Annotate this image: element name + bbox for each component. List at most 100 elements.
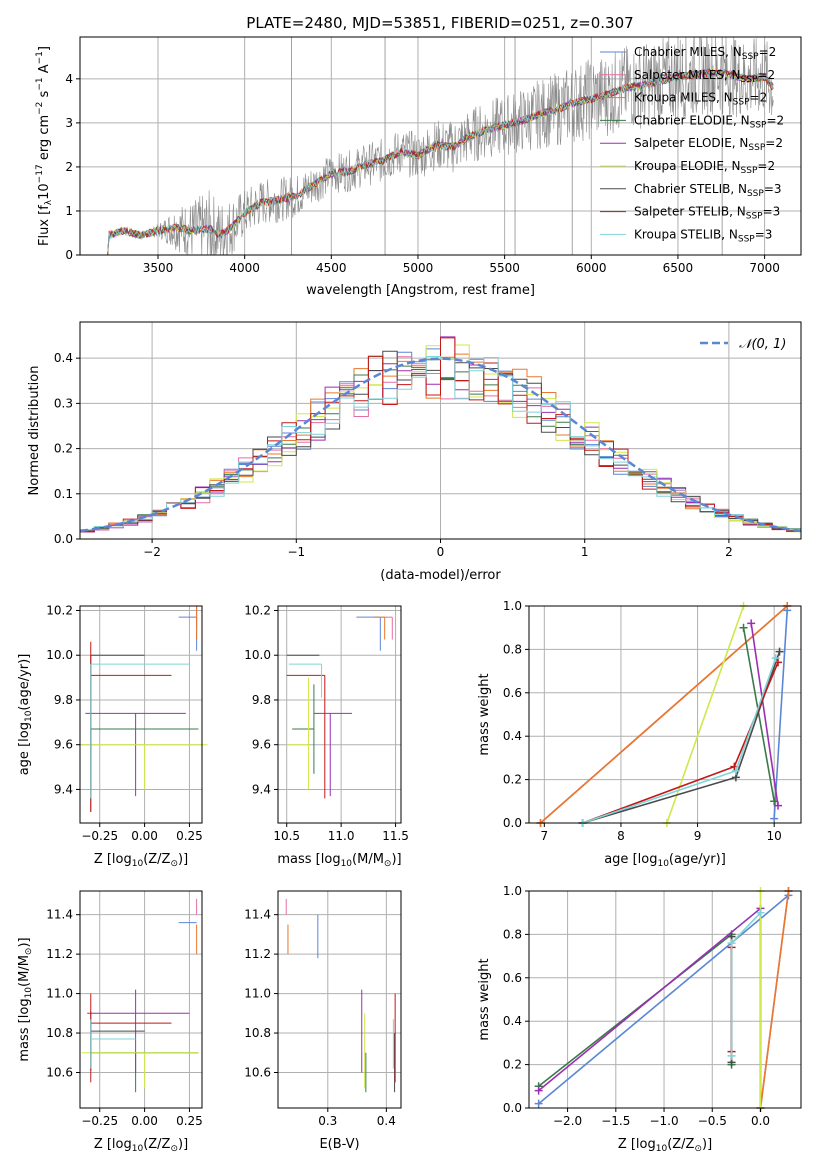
- mass_vs_Z-xtick-label: 0.25: [176, 1114, 203, 1128]
- age_vs_mass-ytick-label: 9.4: [252, 782, 271, 796]
- weight_vs_age-ytick-label: 0.0: [503, 816, 522, 830]
- weight-point-marker: [534, 1086, 543, 1095]
- spectrum-model-line: [107, 69, 774, 253]
- residuals-xtick-label: 1: [581, 545, 589, 559]
- legend-entry: Kroupa STELIB, NSSP=3: [634, 227, 772, 244]
- figure-title: PLATE=2480, MJD=53851, FIBERID=0251, z=0…: [246, 14, 633, 32]
- weight-series-line: [742, 627, 775, 802]
- weight_vs_age-border: [528, 605, 802, 824]
- mass_vs_Z-border: [79, 890, 203, 1109]
- weight_vs_Z-xtick-label: −0.5: [698, 1114, 727, 1128]
- weight_vs_age-ytick-label: 0.8: [503, 642, 522, 656]
- age_vs_Z-ytick-label: 9.8: [54, 693, 73, 707]
- mass_vs_Z-axes: [80, 891, 202, 1108]
- mass_vs_Z-ylabel: mass [log10(M/M⊙)]: [17, 937, 34, 1061]
- weight_vs_Z-ytick-label: 0.4: [503, 1014, 522, 1028]
- legend-entry: Chabrier STELIB, NSSP=3: [634, 182, 782, 199]
- legend-entry: Salpeter STELIB, NSSP=3: [634, 205, 780, 222]
- spectrum-xtick-label: 6000: [576, 261, 607, 275]
- spectrum-border: [79, 36, 802, 256]
- age_vs_mass-xlabel: mass [log10(M/M⊙)]: [277, 852, 401, 869]
- spectrum-ytick-label: 2: [65, 160, 73, 174]
- residuals-xtick-label: −1: [287, 545, 305, 559]
- weight_vs_age-ytick-label: 0.6: [503, 686, 522, 700]
- legend-entry: Chabrier MILES, NSSP=2: [634, 45, 776, 62]
- weight-series-line: [750, 623, 779, 806]
- spectrum-xtick-label: 5000: [403, 261, 434, 275]
- weight_vs_Z-ytick-label: 0.8: [503, 927, 522, 941]
- age_vs_Z-ytick-label: 9.6: [54, 738, 73, 752]
- weight_vs_age-ylabel: mass weight: [477, 673, 492, 755]
- weight-series-line: [539, 605, 788, 824]
- weight-series-line: [759, 890, 790, 1109]
- age_vs_Z-border: [79, 605, 203, 824]
- weight_vs_Z-border: [528, 890, 802, 1109]
- weight-point-marker: [756, 908, 765, 917]
- weight-point-marker: [771, 654, 780, 663]
- legend-entry: Salpeter MILES, NSSP=2: [634, 68, 775, 85]
- age_vs_mass-border: [277, 605, 402, 824]
- weight-point-marker: [775, 647, 784, 656]
- age_vs_Z-ytick-label: 9.4: [54, 782, 73, 796]
- weight-series-line: [582, 657, 777, 824]
- spectrum-xtick-label: 3500: [143, 261, 174, 275]
- weight_vs_Z-ytick-label: 0.6: [503, 971, 522, 985]
- age_vs_mass-ytick-label: 9.8: [252, 693, 271, 707]
- mass_vs_EBV-ytick-label: 10.6: [244, 1065, 271, 1079]
- mass_vs_Z-ytick-label: 11.2: [46, 947, 73, 961]
- weight_vs_age-xtick-label: 9: [694, 829, 702, 843]
- age_vs_Z-xtick-label: 0.00: [131, 829, 158, 843]
- mass_vs_EBV-ytick-label: 10.8: [244, 1026, 271, 1040]
- age_vs_Z-xtick-label: 0.25: [176, 829, 203, 843]
- weight_vs_Z-xlabel: Z [log10(Z/Z⊙)]: [618, 1137, 712, 1154]
- spectrum-ytick-label: 1: [65, 204, 73, 218]
- weight-series-line: [538, 894, 790, 1105]
- weight_vs_age-xtick-label: 7: [541, 829, 549, 843]
- weight-point-marker: [739, 623, 748, 632]
- mass_vs_EBV-axes: [278, 891, 401, 1108]
- legend-entry: Kroupa MILES, NSSP=2: [634, 91, 767, 108]
- spectrum-xtick-label: 5500: [489, 261, 520, 275]
- mass_vs_EBV-xlabel: E(B-V): [319, 1137, 359, 1152]
- weight_vs_age-ytick-label: 1.0: [503, 599, 522, 613]
- age_vs_Z-xtick-label: −0.25: [81, 829, 118, 843]
- age_vs_mass-ytick-label: 10.0: [244, 648, 271, 662]
- weight_vs_Z-ytick-label: 0.2: [503, 1058, 522, 1072]
- spectrum-ytick-label: 4: [65, 72, 73, 86]
- residuals-ytick-label: 0.1: [54, 487, 73, 501]
- weight-point-marker: [770, 814, 779, 823]
- residuals-ytick-label: 0.0: [54, 532, 73, 546]
- weight_vs_age-ytick-label: 0.2: [503, 773, 522, 787]
- weight-point-marker: [747, 619, 756, 628]
- weight-series-line: [773, 610, 788, 819]
- residuals-ytick-label: 0.4: [54, 351, 73, 365]
- age_vs_Z-frame: −0.25 0.00 0.25 9.4 9.6 9.8 10.0 10.2: [46, 603, 203, 843]
- mass_vs_EBV-border: [277, 890, 402, 1109]
- age_vs_mass-frame: 10.5 11.0 11.5 9.4 9.6 9.8 10.0 10.2: [244, 603, 409, 843]
- weight_vs_Z-ytick-label: 0.0: [503, 1101, 522, 1115]
- mass_vs_EBV-ytick-label: 11.4: [244, 908, 271, 922]
- mass_vs_Z-ytick-label: 11.4: [46, 908, 73, 922]
- weight_vs_Z-xtick-label: −1.0: [649, 1114, 678, 1128]
- legend-entry: Chabrier ELODIE, NSSP=2: [634, 113, 784, 130]
- age_vs_Z-axes: [80, 606, 202, 823]
- spectrum-xtick-label: 7000: [749, 261, 780, 275]
- age_vs_mass-ytick-label: 10.2: [244, 603, 271, 617]
- mass_vs_EBV-ytick-label: 11.0: [244, 987, 271, 1001]
- weight-point-marker: [731, 766, 740, 775]
- legend-entry: Salpeter ELODIE, NSSP=2: [634, 136, 783, 153]
- residuals-ytick-label: 0.2: [54, 442, 73, 456]
- residuals-ytick-label: 0.3: [54, 396, 73, 410]
- mass_vs_EBV-xtick-label: 0.4: [377, 1114, 396, 1128]
- age_vs_mass-xtick-label: 10.5: [273, 829, 300, 843]
- mass_vs_Z-frame: −0.25 0.00 0.25 10.6 10.8 11.0 11.2 11.4: [46, 890, 203, 1128]
- age_vs_mass-ytick-label: 9.6: [252, 738, 271, 752]
- weight_vs_age-ytick-label: 0.4: [503, 729, 522, 743]
- age_vs_Z-ytick-label: 10.2: [46, 603, 73, 617]
- weight_vs_age-frame: 7 8 9 10 0.0 0.2 0.4 0.6 0.8 1.0: [503, 599, 802, 843]
- spectrum-xlabel: wavelength [Angstrom, rest frame]: [306, 283, 535, 298]
- weight_vs_Z-xtick-label: −2.0: [553, 1114, 582, 1128]
- spectrum-ylabel: Flux [fλ10−17 erg cm−2 s−1 A−1]: [35, 46, 54, 246]
- weight-point-marker: [727, 1051, 736, 1060]
